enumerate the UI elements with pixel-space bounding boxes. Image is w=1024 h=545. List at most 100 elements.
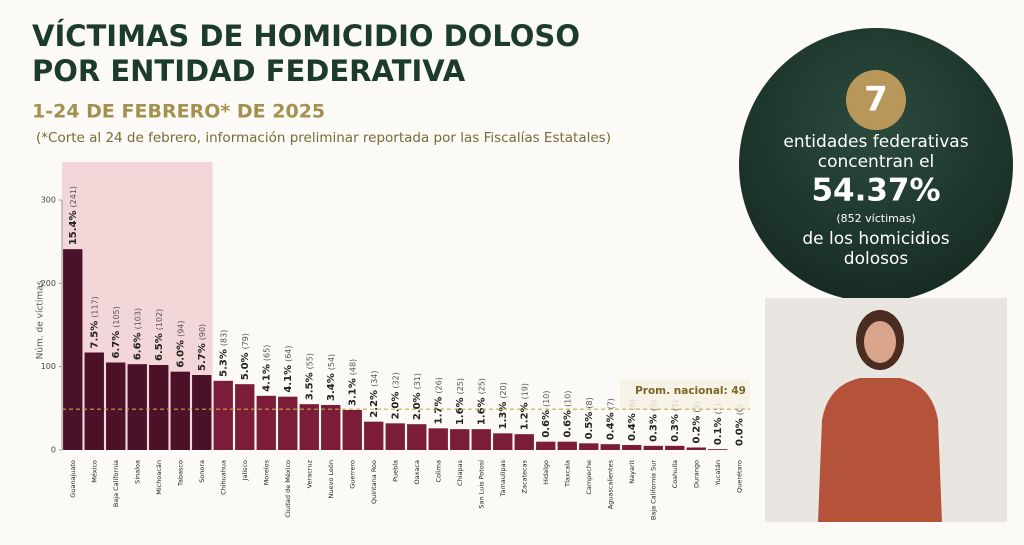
x-tick-label: Nayarit [628,460,636,484]
x-tick-label: Guerrero [348,460,356,489]
x-tick-label: Zacatecas [520,459,528,493]
percent-label: 4.1% [261,364,272,392]
count-label: (83) [219,330,228,346]
bar [170,371,190,450]
count-label: (26) [434,377,443,393]
data-label: 4.1% (65) [261,345,272,392]
summary-percent: 54.37% [811,173,940,209]
percent-label: 3.1% [347,378,358,406]
bar [665,445,685,450]
title-line: POR ENTIDAD FEDERATIVA [32,54,466,88]
count-label: (65) [262,345,271,361]
data-label: 2.0% (32) [390,372,401,419]
percent-label: 2.2% [369,390,380,418]
percent-label: 0.0% [734,418,745,446]
summary-text: dolosos [844,249,909,269]
x-tick-label: Chiapas [456,459,464,486]
data-label: 6.0% (94) [175,321,186,368]
percent-label: 6.0% [175,340,186,368]
x-tick-label: Oaxaca [413,460,421,485]
bar [407,424,427,450]
x-tick-label: Campeche [585,460,593,495]
percent-label: 0.4% [627,413,638,441]
count-label: (102) [154,309,163,331]
percent-label: 0.5% [584,412,595,440]
data-label: 1.7% (26) [433,377,444,424]
percent-label: 1.7% [433,397,444,425]
count-label: (55) [305,353,314,369]
x-tick-label: Hidalgo [542,460,550,485]
summary-number: 7 [864,80,888,120]
data-label: 0.4% (7) [605,398,616,440]
percent-label: 0.3% [648,414,659,442]
count-label: (32) [391,372,400,388]
x-tick-label: Ciudad de México [284,460,292,518]
bar [192,375,212,450]
bar [342,410,362,450]
bar [493,433,513,450]
count-label: (90) [197,324,206,340]
bar [149,365,169,450]
count-label: (64) [283,346,292,362]
bar [600,444,620,450]
data-label: 1.2% (19) [519,383,530,430]
percent-label: 0.2% [691,416,702,444]
bar [256,395,276,450]
x-tick-label: Puebla [391,460,399,482]
bar [536,441,556,450]
x-tick-label: Tabasco [176,460,184,487]
data-label: 7.5% (117) [89,296,100,348]
x-tick-label: Tamaulipas [499,459,507,497]
bar [106,362,126,450]
count-label: (103) [133,308,142,330]
x-tick-label: Sinaloa [133,460,141,484]
x-tick-label: Michoacán [155,460,163,495]
title-line: VÍCTIMAS DE HOMICIDIO DOLOSO [32,19,580,53]
y-tick-label: 300 [41,196,56,205]
count-label: (34) [369,371,378,387]
x-tick-label: Nuevo León [327,460,335,498]
percent-label: 0.6% [541,410,552,438]
percent-label: 4.1% [283,365,294,393]
count-label: (8) [584,397,593,408]
bar [471,429,491,450]
percent-label: 0.3% [670,414,681,442]
percent-label: 1.3% [498,402,509,430]
x-tick-label: Jalisco [241,460,249,481]
x-tick-label: Aguascalientes [606,459,614,509]
data-label: 3.5% (55) [304,353,315,400]
count-label: (25) [455,378,464,394]
percent-label: 1.6% [455,397,466,425]
data-label: 0.6% (10) [541,391,552,438]
data-label: 1.3% (20) [498,382,509,429]
x-tick-label: Baja California Sur [649,460,657,520]
bar [127,364,147,450]
count-label: (10) [563,391,572,407]
percent-label: 3.5% [304,372,315,400]
bar [686,447,706,450]
data-label: 0.6% (10) [562,391,573,438]
data-label: 4.1% (64) [283,346,294,393]
count-label: (19) [520,383,529,399]
percent-label: 1.6% [476,397,487,425]
bar [235,384,255,450]
percent-label: 0.6% [562,410,573,438]
count-label: (105) [111,306,120,328]
data-label: 5.3% (83) [218,330,229,377]
summary-victims: (852 víctimas) [836,212,915,225]
data-label: 5.0% (79) [240,333,251,380]
count-label: (25) [477,378,486,394]
data-label: 6.7% (105) [111,306,122,358]
bar [63,249,83,450]
count-label: (7) [606,398,615,409]
bar [278,396,298,450]
x-tick-label: San Luis Potosí [477,460,485,509]
x-tick-label: Quintana Roo [370,460,378,504]
note: (*Corte al 24 de febrero, información pr… [36,130,611,146]
bar [557,441,577,450]
bar [385,423,405,450]
percent-label: 0.1% [713,417,724,445]
percent-label: 2.0% [412,392,423,420]
summary-badge [846,70,906,130]
x-tick-label: Colima [434,460,442,482]
